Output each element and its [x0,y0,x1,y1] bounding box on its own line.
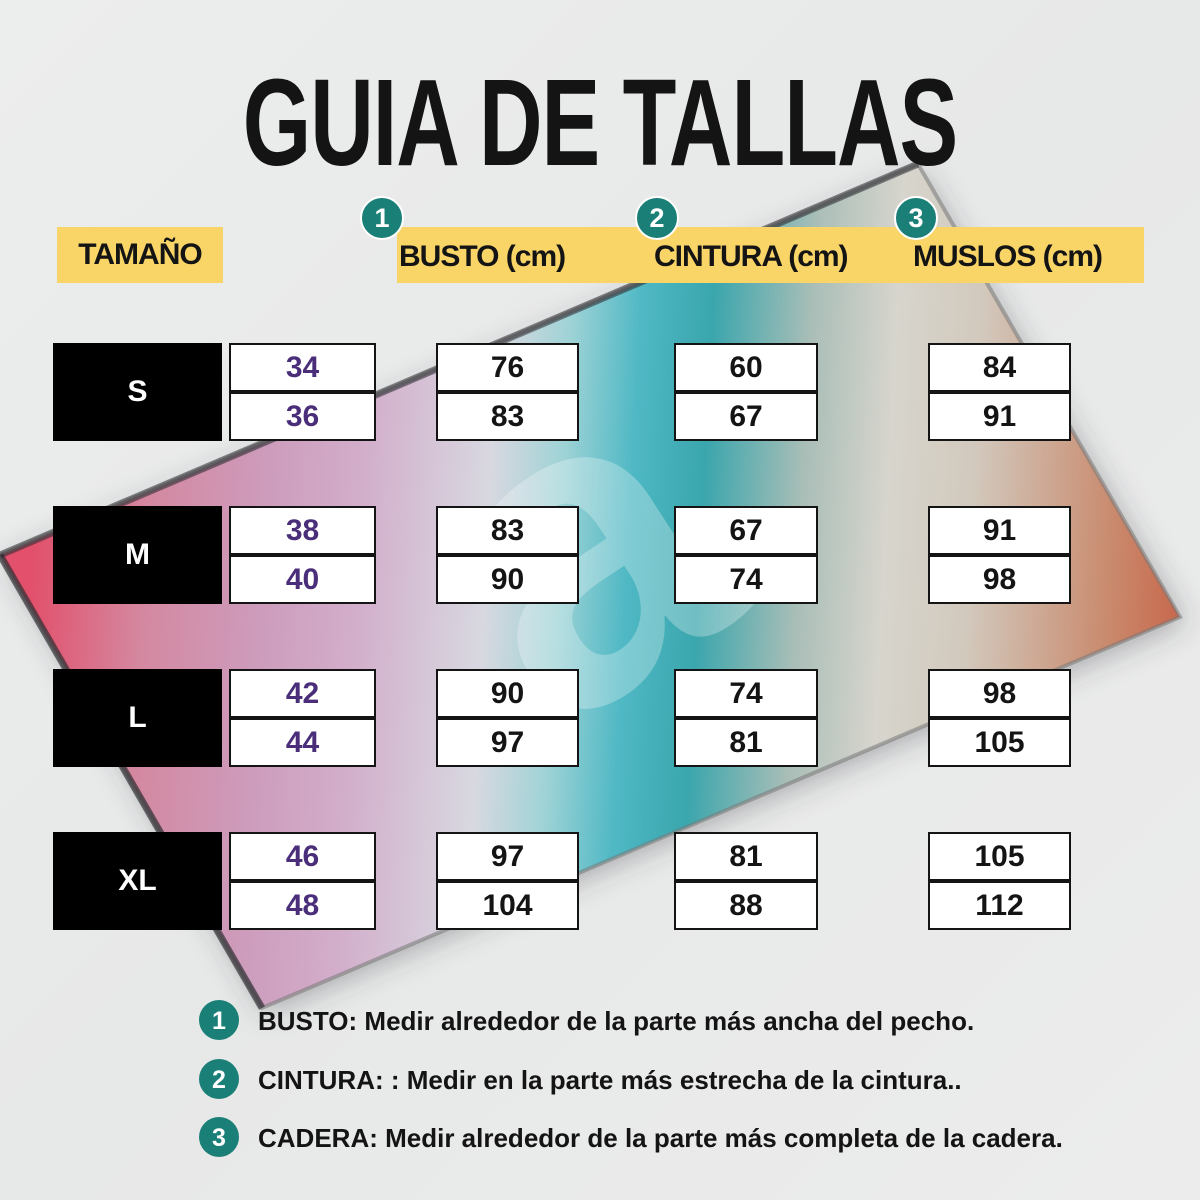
svg-text:2: 2 [212,1066,226,1094]
svg-text:2: 2 [649,203,664,233]
svg-text:3: 3 [908,203,923,233]
svg-text:1: 1 [212,1007,226,1035]
svg-text:3: 3 [212,1124,226,1152]
svg-text:1: 1 [374,203,389,233]
